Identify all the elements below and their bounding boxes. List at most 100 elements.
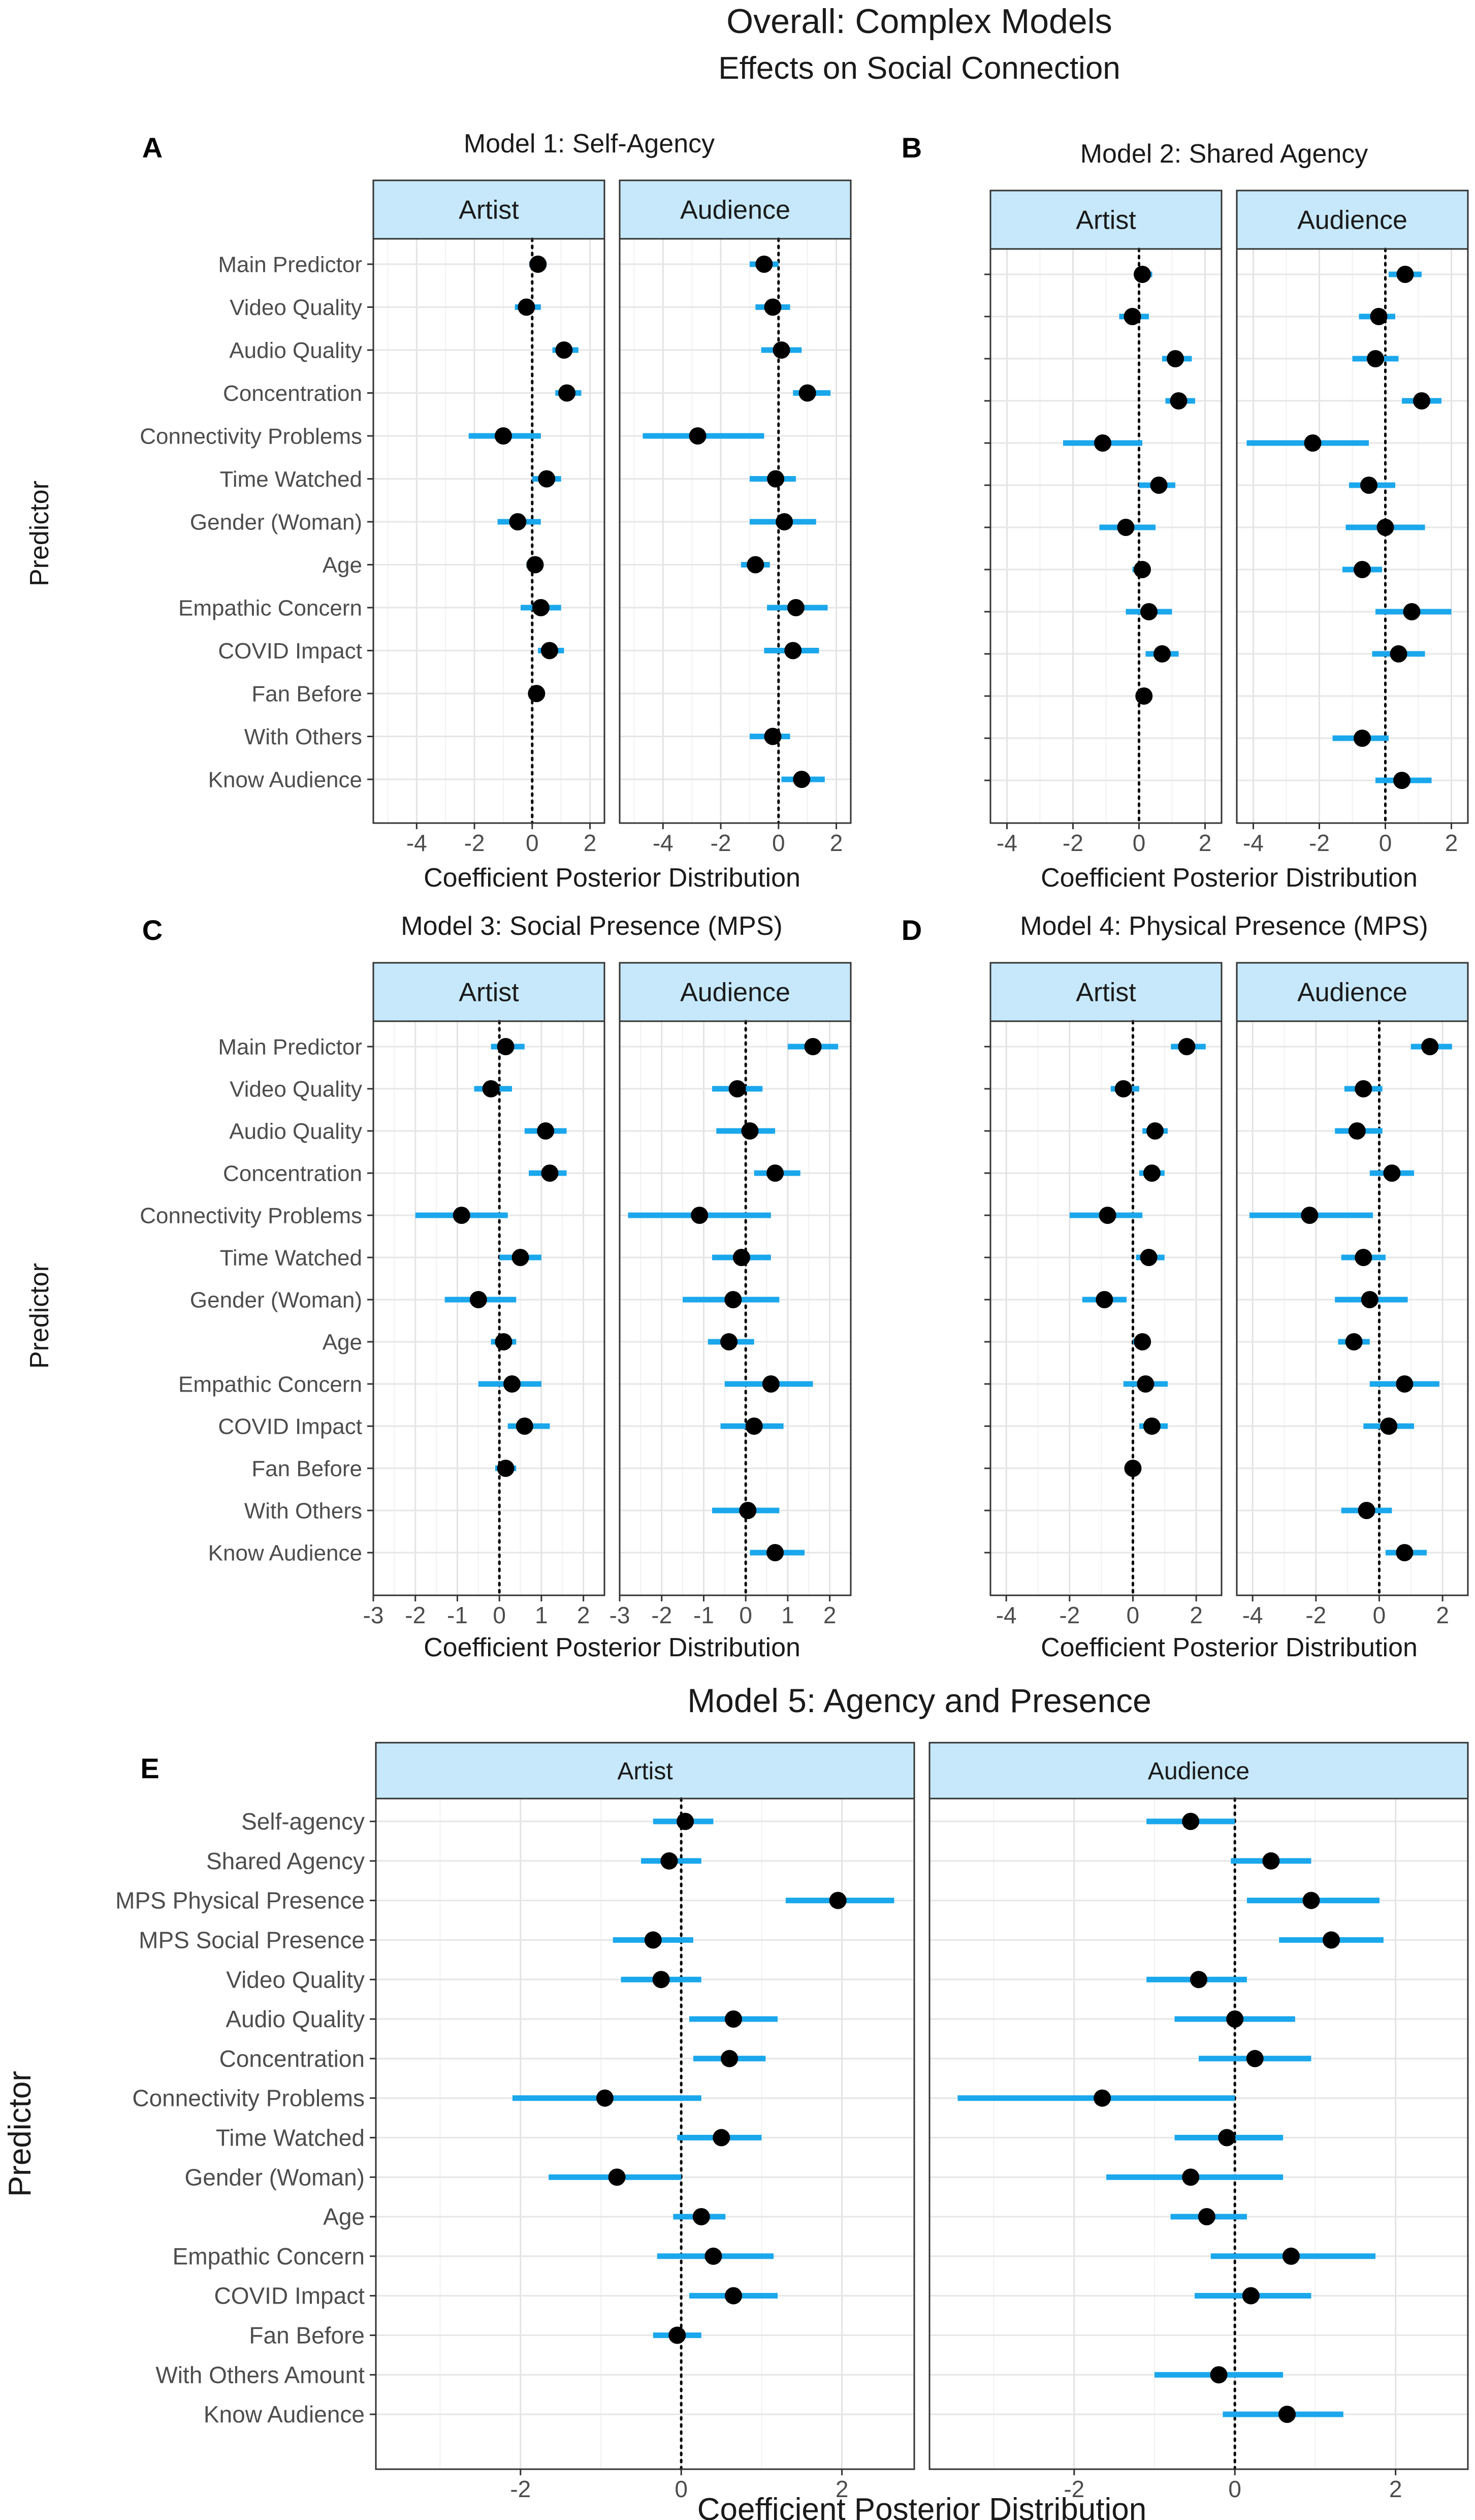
estimate-point-artist-5 <box>1140 1249 1158 1266</box>
estimate-point-audience-5 <box>767 470 785 488</box>
x-tick-label: -4 <box>406 830 427 856</box>
estimate-point-audience-5 <box>1360 477 1377 494</box>
predictor-label: Connectivity Problems <box>140 424 362 449</box>
estimate-point-audience-12 <box>766 1544 784 1561</box>
estimate-point-audience-4 <box>1304 434 1322 452</box>
plot-area <box>373 1021 604 1595</box>
estimate-point-audience-5 <box>1355 1249 1372 1266</box>
x-tick-label: 0 <box>675 2476 688 2502</box>
facet-strip <box>372 962 605 1022</box>
estimate-point-artist-9 <box>516 1418 533 1435</box>
x-tick-label: 1 <box>535 1602 548 1628</box>
estimate-point-audience-1 <box>1355 1080 1372 1097</box>
x-axis-label: Coefficient Posterior Distribution <box>1041 863 1418 893</box>
estimate-point-artist-7 <box>1134 1333 1151 1350</box>
plot-area <box>1237 1021 1468 1595</box>
predictor-label: Age <box>323 2203 365 2230</box>
estimate-point-artist-0 <box>497 1038 515 1055</box>
x-tick-label: -3 <box>363 1602 384 1628</box>
estimate-point-audience-2 <box>1348 1122 1366 1140</box>
estimate-point-artist-7 <box>495 1333 512 1350</box>
predictor-label: Empathic Concern <box>178 1372 362 1397</box>
estimate-point-audience-2 <box>773 341 790 359</box>
estimate-point-artist-7 <box>526 556 544 574</box>
x-tick-label: 2 <box>577 1602 590 1628</box>
panel-E: E Model 5: Agency and Presence Artist -2 0 2 A… <box>3 1682 1469 2520</box>
predictor-label: Know Audience <box>208 1540 362 1565</box>
estimate-point-audience-0 <box>1396 266 1414 283</box>
panel-tag-C: C <box>142 914 163 946</box>
facet-audience: Audience -4 -2 0 2 <box>1236 962 1469 1628</box>
x-tick-label: -2 <box>1064 2476 1084 2502</box>
x-tick-label: 0 <box>1379 830 1392 856</box>
estimate-point-audience-9 <box>1380 1418 1398 1435</box>
estimate-point-artist-4 <box>652 1971 670 1989</box>
estimate-point-audience-4 <box>691 1207 709 1224</box>
estimate-point-audience-12 <box>1396 1544 1414 1561</box>
plot-border <box>1236 1020 1469 1596</box>
predictor-label: Fan Before <box>249 2322 365 2349</box>
facet-strip-label: Audience <box>1297 206 1407 235</box>
predictor-label: Know Audience <box>208 767 362 792</box>
predictor-label: Age <box>323 1330 362 1354</box>
x-tick-label: 0 <box>1228 2476 1241 2502</box>
estimate-point-audience-15 <box>1278 2406 1296 2423</box>
predictor-label: Concentration <box>223 1161 362 1186</box>
predictor-label: Video Quality <box>230 1077 362 1101</box>
estimate-point-artist-4 <box>1094 434 1111 452</box>
estimate-point-artist-11 <box>704 2247 722 2265</box>
estimate-point-audience-11 <box>739 1502 757 1519</box>
facet-strip-label: Artist <box>617 1758 672 1785</box>
estimate-point-artist-8 <box>503 1375 521 1393</box>
predictor-label: Video Quality <box>230 295 362 320</box>
figure-title: Overall: Complex Models <box>726 2 1112 41</box>
predictor-label: Audio Quality <box>229 338 362 363</box>
facet-audience: Audience -3 -2 -1 0 1 2 <box>610 962 852 1628</box>
estimate-point-audience-6 <box>776 513 793 530</box>
estimate-point-audience-0 <box>755 256 773 273</box>
x-tick-label: 0 <box>526 830 539 856</box>
estimate-point-audience-11 <box>1358 1502 1375 1519</box>
panel-title: Model 4: Physical Presence (MPS) <box>1020 911 1428 941</box>
estimate-point-audience-4 <box>1301 1207 1319 1224</box>
panel-D: D Model 4: Physical Presence (MPS) Artist -… <box>902 911 1469 1662</box>
panel-tag-E: E <box>140 1752 159 1784</box>
x-tick-label: 2 <box>1389 2476 1402 2502</box>
facet-audience: Audience -2 0 2 <box>928 1742 1469 2502</box>
estimate-point-audience-7 <box>1354 561 1371 578</box>
facet-strip <box>619 962 852 1022</box>
estimate-point-artist-3 <box>1143 1164 1161 1182</box>
panel-title: Model 3: Social Presence (MPS) <box>401 911 782 941</box>
estimate-point-artist-0 <box>529 256 547 273</box>
panel-title: Model 5: Agency and Presence <box>687 1682 1151 1719</box>
estimate-point-artist-4 <box>1099 1207 1116 1224</box>
x-tick-label: 0 <box>1373 1602 1386 1628</box>
predictor-label: Concentration <box>219 2045 365 2072</box>
facet-strip <box>1236 190 1469 250</box>
estimate-point-audience-1 <box>728 1080 746 1097</box>
facet-strip <box>1236 962 1469 1022</box>
estimate-point-audience-0 <box>1182 1813 1200 1830</box>
x-tick-label: 0 <box>493 1602 506 1628</box>
x-tick-label: 2 <box>823 1602 837 1628</box>
estimate-point-artist-3 <box>1170 392 1188 410</box>
estimate-point-audience-8 <box>762 1375 780 1393</box>
estimate-point-audience-3 <box>1413 392 1430 410</box>
plot-border <box>928 1798 1469 2470</box>
estimate-point-artist-9 <box>608 2168 626 2186</box>
predictor-label: Main Predictor <box>218 1034 362 1059</box>
estimate-point-audience-3 <box>766 1164 784 1182</box>
x-axis-label: Coefficient Posterior Distribution <box>424 1633 800 1662</box>
predictor-label: Gender (Woman) <box>190 510 362 534</box>
y-axis-label: Predictor <box>25 1263 54 1369</box>
estimate-point-audience-8 <box>1218 2129 1236 2147</box>
predictor-label: COVID Impact <box>218 639 362 664</box>
estimate-point-artist-10 <box>1124 1460 1142 1477</box>
x-tick-label: -1 <box>447 1602 468 1628</box>
estimate-point-audience-6 <box>1246 2050 1264 2067</box>
estimate-point-audience-9 <box>745 1418 763 1435</box>
plot-area <box>620 1021 851 1595</box>
estimate-point-audience-11 <box>1354 730 1371 747</box>
